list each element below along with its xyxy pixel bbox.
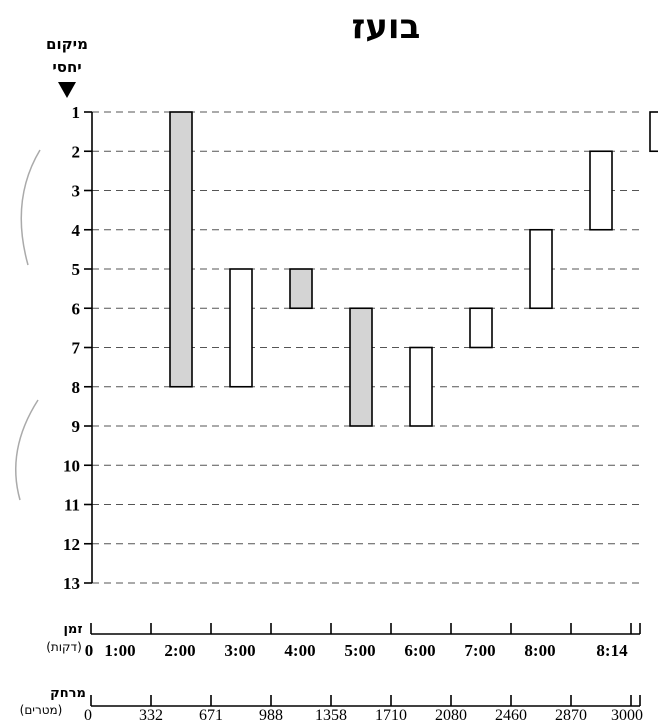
y-tick-label: 4 <box>72 221 81 240</box>
y-tick-label: 1 <box>72 103 81 122</box>
distance-axis-label: מרחק <box>50 686 86 701</box>
y-tick-label: 5 <box>72 260 81 279</box>
distance-tick-label: 2870 <box>555 707 587 724</box>
y-axis-label-line-2: יחסי <box>52 58 81 76</box>
position-bar <box>469 307 493 349</box>
time-tick-label: 1:00 <box>104 641 135 660</box>
page-curl-decoration <box>20 149 41 266</box>
time-tick-label: 8:14 <box>596 641 628 660</box>
time-tick-label: 3:00 <box>224 641 255 660</box>
position-bar <box>289 268 313 310</box>
time-tick-label: 4:00 <box>284 641 315 660</box>
time-tick-label: 7:00 <box>464 641 495 660</box>
y-tick-label: 13 <box>63 574 80 593</box>
position-bar <box>529 228 553 310</box>
time-axis-unit: (דקות) <box>46 640 82 654</box>
chart-title: בועז <box>352 7 421 47</box>
y-tick-label: 7 <box>72 339 81 358</box>
y-tick-label: 6 <box>72 299 81 318</box>
time-axis-label: זמן <box>63 622 82 637</box>
position-bar <box>169 111 193 388</box>
y-tick-label: 2 <box>72 142 81 161</box>
position-bar <box>349 307 373 427</box>
distance-tick-label: 671 <box>199 707 223 724</box>
position-bar <box>229 268 253 388</box>
distance-tick-label: 2080 <box>435 707 467 724</box>
distance-tick-label: 988 <box>259 707 283 724</box>
time-tick-label: 8:00 <box>524 641 555 660</box>
distance-tick-label: 332 <box>139 707 163 724</box>
distance-tick-label: 2460 <box>495 707 527 724</box>
position-bar <box>649 111 658 153</box>
time-tick-label: 5:00 <box>344 641 375 660</box>
y-tick-label: 10 <box>63 456 80 475</box>
time-tick-label: 2:00 <box>164 641 195 660</box>
y-tick-label: 12 <box>63 535 80 554</box>
position-bar <box>409 346 433 427</box>
y-axis-label-line-1: מיקום <box>46 35 88 53</box>
down-triangle-icon <box>58 82 76 98</box>
distance-tick-label: 1710 <box>375 707 407 724</box>
distance-tick-label: 1358 <box>315 707 347 724</box>
distance-tick-label: 3000 <box>611 707 643 724</box>
distance-tick-label: 0 <box>84 707 92 724</box>
time-tick-label: 6:00 <box>404 641 435 660</box>
y-tick-label: 8 <box>72 378 81 397</box>
position-bar <box>589 150 613 231</box>
distance-axis-unit: (מטרים) <box>20 703 63 717</box>
y-tick-label: 9 <box>72 417 81 436</box>
y-tick-label: 3 <box>72 182 81 201</box>
time-tick-label: 0 <box>85 641 94 660</box>
page-curl-decoration <box>15 399 39 501</box>
y-tick-label: 11 <box>64 496 80 515</box>
